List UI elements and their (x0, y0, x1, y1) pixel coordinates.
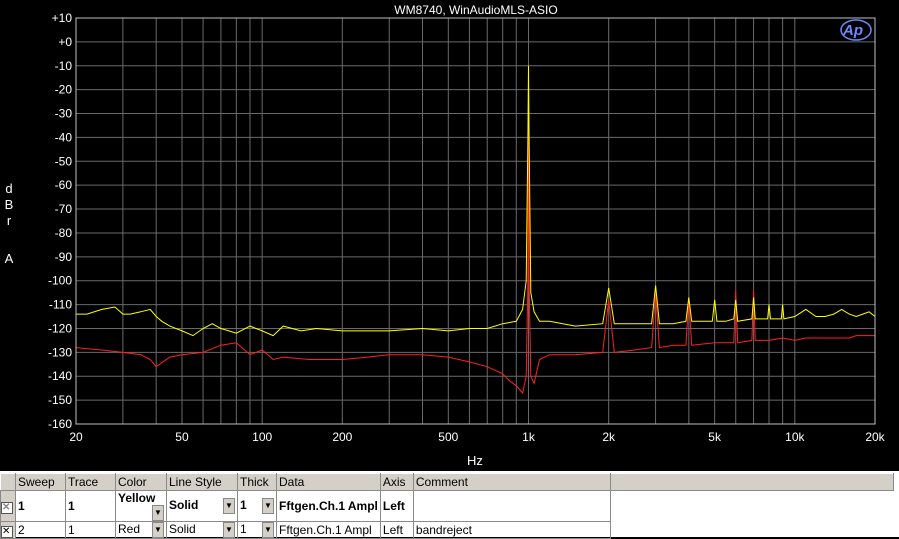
y-tick-label: -160 (48, 417, 72, 431)
y-tick-label: -10 (55, 59, 73, 73)
x-axis-label: Hz (467, 453, 483, 468)
y-tick-label: -100 (48, 274, 72, 288)
y-tick-label: -30 (55, 107, 73, 121)
checkbox-x-icon[interactable]: ✕ (1, 525, 13, 538)
col-thick[interactable]: Thick (237, 473, 277, 491)
y-axis-label-char: B (5, 197, 14, 212)
y-tick-label: -120 (48, 321, 72, 335)
y-tick-label: -130 (48, 345, 72, 359)
col-sweep[interactable]: Sweep (15, 473, 66, 491)
x-tick-label: 5k (708, 430, 722, 444)
chart-title: WM8740, WinAudioMLS-ASIO (394, 3, 557, 17)
fft-plot: WM8740, WinAudioMLS-ASIO +10 +0 -10 -20 -30 -… (4, 3, 886, 468)
chevron-down-icon[interactable]: ▼ (152, 505, 164, 521)
cell-thick-value: 1 (240, 498, 247, 512)
x-tick-label: 200 (332, 430, 352, 444)
col-color[interactable]: Color (115, 473, 167, 491)
plot-frame (75, 17, 876, 425)
col-line-style[interactable]: Line Style (166, 473, 238, 491)
cell-trace[interactable]: 1 (65, 490, 116, 522)
series-line-2 (75, 89, 875, 395)
y-tick-labels: +10 +0 -10 -20 -30 -40 -50 -60 -70 -80 -90 -100 -110… (48, 11, 72, 431)
chevron-down-icon[interactable]: ▼ (223, 498, 235, 514)
cell-thick[interactable]: 1 ▼ (237, 521, 277, 539)
checkbox-x-icon[interactable]: ✕ (1, 501, 13, 514)
cell-color[interactable]: Yellow ▼ (115, 490, 167, 522)
y-tick-label: -70 (55, 202, 73, 216)
x-tick-label: 500 (438, 430, 458, 444)
cell-color-value: Yellow (118, 491, 156, 505)
table-row[interactable]: ✕ 1 1 Yellow ▼ Solid ▼ 1 ▼ Fftgen.Ch.1 Ampl… (0, 490, 894, 522)
y-axis-label-char: r (7, 213, 12, 228)
row-checkbox[interactable]: ✕ (0, 490, 16, 522)
col-comment[interactable]: Comment (412, 473, 611, 491)
chevron-down-icon[interactable]: ▼ (152, 522, 164, 538)
header-check-cell (0, 473, 16, 491)
x-tick-label: 20 (69, 430, 83, 444)
cell-comment[interactable] (412, 490, 611, 522)
cell-axis[interactable]: Left (379, 521, 414, 539)
chevron-down-icon[interactable]: ▼ (223, 522, 235, 538)
cell-thick-value: 1 (240, 522, 247, 536)
col-axis[interactable]: Axis (379, 473, 414, 491)
y-tick-label: -40 (55, 130, 73, 144)
cell-color[interactable]: Red ▼ (115, 521, 167, 539)
x-tick-label: 100 (252, 430, 272, 444)
cell-line-style[interactable]: Solid ▼ (166, 490, 238, 522)
y-tick-label: -20 (55, 83, 73, 97)
cell-line-style-value: Solid (169, 498, 199, 512)
x-tick-label: 50 (175, 430, 189, 444)
row-checkbox[interactable]: ✕ (0, 521, 16, 539)
y-tick-label: -110 (49, 298, 72, 312)
cell-line-style-value: Solid (169, 522, 196, 536)
cell-color-value: Red (118, 522, 141, 536)
traces (75, 65, 876, 395)
cell-axis[interactable]: Left (379, 490, 414, 522)
x-tick-label: 1k (522, 430, 536, 444)
sweep-table-panel: Sweep Trace Color Line Style Thick Data … (0, 471, 899, 539)
cell-thick[interactable]: 1 ▼ (237, 490, 277, 522)
sweep-table-header: Sweep Trace Color Line Style Thick Data … (0, 473, 894, 491)
y-tick-label: -80 (55, 226, 73, 240)
y-axis-label-char: A (5, 251, 14, 266)
y-axis-label-char: d (5, 181, 12, 196)
y-tick-label: -90 (55, 250, 73, 264)
cell-line-style[interactable]: Solid ▼ (166, 521, 238, 539)
y-tick-label: -150 (48, 393, 72, 407)
y-tick-label: -140 (48, 369, 72, 383)
ap-logo-text: Ap (842, 22, 863, 39)
series-line-1 (76, 65, 876, 337)
cell-comment[interactable]: bandreject (412, 521, 611, 539)
table-row[interactable]: ✕ 2 1 Red ▼ Solid ▼ 1 ▼ Fftgen.Ch.1 Ampl Le… (0, 521, 894, 539)
y-tick-label: -60 (55, 178, 73, 192)
header-filler (609, 473, 894, 491)
y-tick-label: +10 (52, 11, 73, 25)
chevron-down-icon[interactable]: ▼ (262, 498, 274, 514)
sweep-table: Sweep Trace Color Line Style Thick Data … (0, 473, 894, 539)
ap-logo: Ap (840, 19, 872, 41)
cell-sweep[interactable]: 1 (15, 490, 66, 522)
y-tick-label: +0 (58, 35, 72, 49)
x-tick-labels: 20 50 100 200 500 1k 2k 5k 10k 20k (69, 430, 885, 444)
x-tick-label: 10k (785, 430, 805, 444)
cell-trace[interactable]: 1 (65, 521, 116, 539)
x-tick-label: 2k (602, 430, 616, 444)
col-trace[interactable]: Trace (65, 473, 116, 491)
x-tick-label: 20k (865, 430, 885, 444)
chevron-down-icon[interactable]: ▼ (262, 522, 274, 538)
cell-data[interactable]: Fftgen.Ch.1 Ampl (276, 521, 381, 539)
y-tick-label: -50 (55, 154, 73, 168)
cell-sweep[interactable]: 2 (15, 521, 66, 539)
cell-data[interactable]: Fftgen.Ch.1 Ampl (276, 490, 381, 522)
col-data[interactable]: Data (276, 473, 381, 491)
